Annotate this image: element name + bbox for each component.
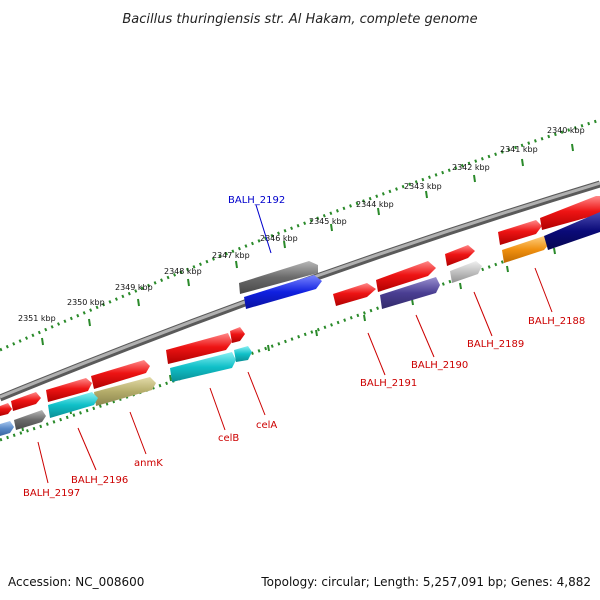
tick-label-2344: 2344 kbp	[356, 200, 394, 209]
gene-balh-2190-purple[interactable]	[380, 277, 440, 309]
outer-scale-ring	[0, 118, 600, 352]
gene-anmk-olive[interactable]	[94, 377, 156, 406]
gene-balh-2192-blue[interactable]	[244, 275, 322, 309]
tick-label-2343: 2343 kbp	[404, 182, 442, 191]
gene-edge-red[interactable]	[0, 403, 12, 416]
gene-balh-2188-navy[interactable]	[544, 212, 600, 250]
label-leader-lines	[37, 204, 553, 484]
label-anmk[interactable]: anmK	[134, 458, 163, 469]
label-cela[interactable]: celA	[256, 420, 277, 431]
label-balh-2190[interactable]: BALH_2190	[411, 360, 468, 371]
gene-cds-2188b[interactable]	[540, 196, 600, 230]
gene-balh-2188-orange[interactable]	[502, 236, 550, 263]
gene-cds-2191[interactable]	[333, 283, 376, 306]
topology-summary-text: Topology: circular; Length: 5,257,091 bp…	[260, 575, 591, 589]
gene-anmk-red[interactable]	[91, 360, 150, 389]
label-balh-2192[interactable]: BALH_2192	[228, 195, 285, 206]
gene-cela-red[interactable]	[230, 327, 245, 343]
genome-title: Bacillus thuringiensis str. Al Hakam, co…	[122, 12, 477, 27]
tick-label-2342: 2342 kbp	[452, 163, 490, 172]
gene-balh-2189-light[interactable]	[450, 261, 482, 283]
tick-label-2345: 2345 kbp	[309, 217, 347, 226]
gene-cds-2189[interactable]	[445, 245, 475, 266]
accession-text: Accession: NC_008600	[8, 575, 144, 589]
tick-label-2349: 2349 kbp	[115, 283, 153, 292]
gene-balh-2197-red[interactable]	[11, 392, 41, 411]
gene-edge-steel[interactable]	[0, 421, 14, 436]
gene-balh-2196-cyan[interactable]	[48, 392, 98, 418]
gene-celb-red[interactable]	[166, 333, 232, 364]
label-balh-2191[interactable]: BALH_2191	[360, 378, 417, 389]
tick-label-2351: 2351 kbp	[18, 314, 56, 323]
gene-celb-cyan[interactable]	[170, 352, 236, 382]
gene-balh-2196-red[interactable]	[46, 378, 92, 402]
label-balh-2197[interactable]: BALH_2197	[23, 488, 80, 499]
tick-label-2341: 2341 kbp	[500, 145, 538, 154]
tick-label-2340: 2340 kbp	[547, 126, 585, 135]
outer-major-ticks	[41, 143, 574, 346]
gene-balh-2197-gray[interactable]	[14, 410, 46, 430]
label-balh-2189[interactable]: BALH_2189	[467, 339, 524, 350]
gene-cds-2190[interactable]	[376, 261, 436, 292]
gene-cela-cyan[interactable]	[234, 346, 252, 362]
tick-label-2348: 2348 kbp	[164, 267, 202, 276]
label-celb[interactable]: celB	[218, 433, 239, 444]
tick-label-2346: 2346 kbp	[260, 234, 298, 243]
gene-cds-2188a[interactable]	[498, 220, 542, 245]
label-balh-2188[interactable]: BALH_2188	[528, 316, 585, 327]
gene-balh-2192-gray[interactable]	[239, 261, 318, 294]
tick-label-2350: 2350 kbp	[67, 298, 105, 307]
tick-label-2347: 2347 kbp	[212, 251, 250, 260]
label-balh-2196[interactable]: BALH_2196	[71, 475, 128, 486]
